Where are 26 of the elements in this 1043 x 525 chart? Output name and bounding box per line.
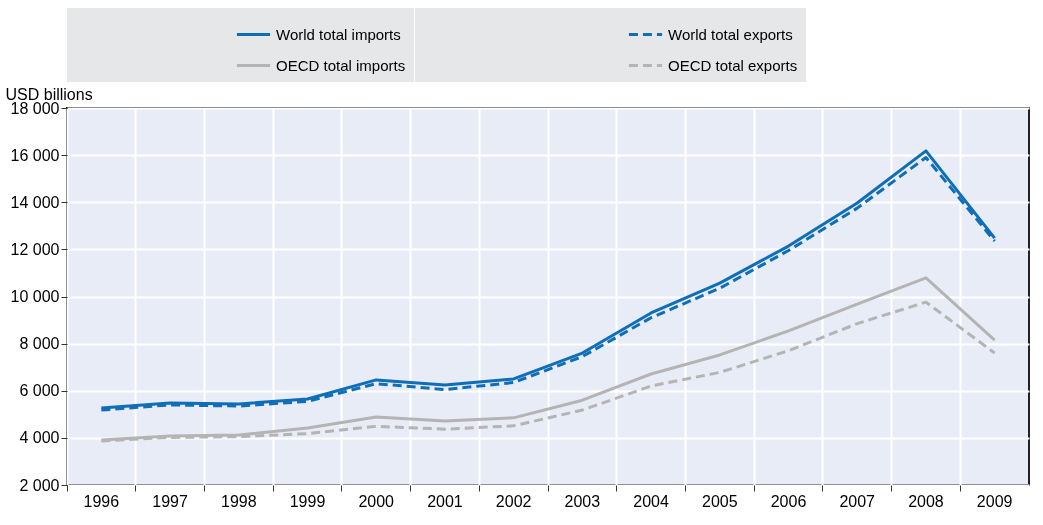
legend-label: OECD total imports — [276, 56, 406, 74]
x-tick-label: 1998 — [220, 492, 257, 510]
y-tick-label: 16 000 — [10, 146, 60, 164]
x-tick-label: 2000 — [358, 492, 395, 510]
legend-label: World total exports — [668, 25, 793, 43]
y-tick-label: 12 000 — [10, 240, 60, 258]
x-tick-label: 1997 — [152, 492, 188, 510]
x-tick-label: 1996 — [83, 492, 120, 510]
x-tick-label: 2005 — [701, 492, 738, 510]
x-tick-label: 2007 — [839, 492, 876, 510]
x-tick-label: 2009 — [976, 492, 1013, 510]
x-tick-label: 2008 — [908, 492, 944, 510]
y-tick-label: 8 000 — [19, 335, 60, 353]
y-tick-label: 4 000 — [19, 429, 60, 447]
x-tick-label: 2003 — [564, 492, 601, 510]
x-tick-label: 2004 — [633, 492, 669, 510]
y-tick-label: 6 000 — [19, 382, 60, 400]
legend-label: World total imports — [276, 25, 401, 43]
y-tick-label: 2 000 — [19, 476, 60, 494]
x-tick-label: 2006 — [770, 492, 807, 510]
y-tick-label: 10 000 — [10, 288, 60, 305]
y-tick-label: 14 000 — [10, 193, 60, 211]
x-tick-label: 2002 — [495, 492, 532, 510]
x-tick-label: 2001 — [427, 492, 463, 510]
legend-label: OECD total exports — [668, 56, 798, 74]
x-tick-label: 1999 — [289, 492, 326, 510]
